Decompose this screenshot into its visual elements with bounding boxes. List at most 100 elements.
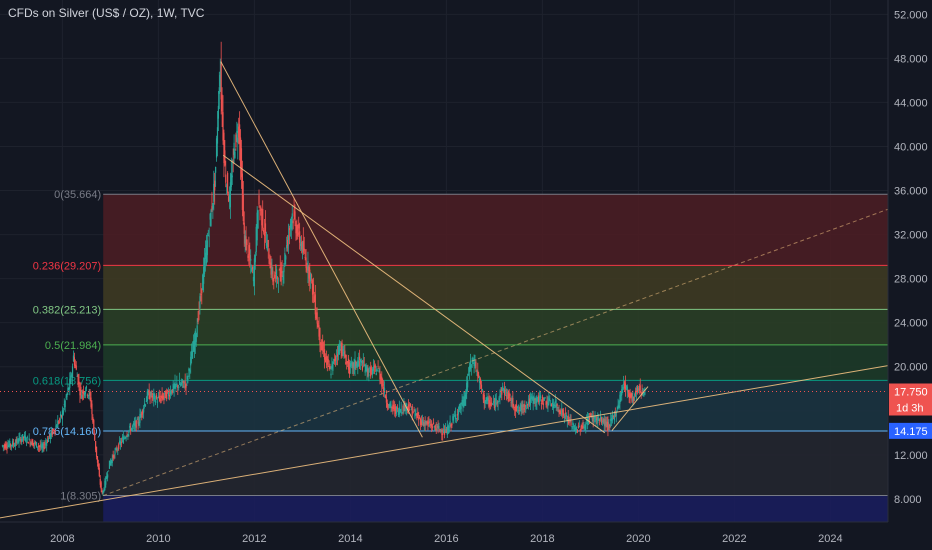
candle-body xyxy=(495,398,497,401)
fib-level-label: 1(8.305) xyxy=(60,491,101,503)
candle-body xyxy=(589,413,591,415)
candle-body xyxy=(95,441,97,450)
candle-body xyxy=(28,438,30,440)
candle-body xyxy=(232,160,234,163)
candle-body xyxy=(350,363,352,365)
candle-body xyxy=(131,428,133,431)
candle-body xyxy=(580,426,582,430)
y-tick-label: 8.000 xyxy=(894,494,922,506)
candle-body xyxy=(165,390,167,399)
candle-body xyxy=(599,416,602,420)
candle-body xyxy=(551,404,553,407)
candle-body xyxy=(317,323,319,328)
candle-body xyxy=(246,239,248,245)
candle-body xyxy=(180,382,183,385)
candle-body xyxy=(134,421,136,427)
candle-body xyxy=(499,394,501,398)
candle-body xyxy=(319,327,321,346)
candle-body xyxy=(473,363,475,367)
candle-body xyxy=(444,429,447,433)
candle-body xyxy=(55,425,57,428)
candle-body xyxy=(342,349,344,351)
candle-body xyxy=(553,404,555,407)
candle-body xyxy=(481,389,483,391)
candle-body xyxy=(531,397,533,399)
candle-body xyxy=(635,388,638,393)
candle-body xyxy=(41,446,43,448)
x-tick-label: 2016 xyxy=(434,533,458,545)
candle-body xyxy=(205,245,207,264)
candle-body xyxy=(619,394,621,404)
candle-body xyxy=(73,357,75,366)
candle-body xyxy=(464,394,466,406)
candle-body xyxy=(636,386,639,393)
candle-body xyxy=(162,395,164,399)
candle-body xyxy=(620,391,622,396)
candle-body xyxy=(537,400,539,402)
candle-body xyxy=(345,361,347,365)
trendline-recent-support xyxy=(611,386,649,431)
candle-body xyxy=(392,404,394,410)
candle-body xyxy=(585,423,587,430)
candle-body xyxy=(323,350,325,353)
candle-body xyxy=(197,318,199,323)
candle-body xyxy=(418,417,420,420)
candle-body xyxy=(235,134,237,148)
candle-body xyxy=(167,391,170,396)
candle-body xyxy=(425,421,427,425)
candle-body xyxy=(571,426,573,428)
candle-body xyxy=(478,374,480,378)
candle-body xyxy=(465,393,467,399)
candle-body xyxy=(233,142,235,155)
candle-body xyxy=(577,425,579,429)
candle-body xyxy=(9,441,11,448)
candle-body xyxy=(383,388,386,394)
candle-body xyxy=(456,413,459,416)
candle-body xyxy=(335,356,337,360)
candle-body xyxy=(322,342,324,351)
candle-body xyxy=(411,405,413,416)
candle-body xyxy=(439,429,441,432)
candle-body xyxy=(212,203,214,209)
y-tick-label: 28.000 xyxy=(894,274,928,286)
candle-body xyxy=(94,434,96,441)
candle-body xyxy=(325,356,327,361)
candle-body xyxy=(200,294,202,295)
candle-body xyxy=(74,364,76,367)
candle-body xyxy=(610,418,612,421)
candle-body xyxy=(146,391,148,402)
candle-body xyxy=(240,148,243,178)
candle-body xyxy=(131,425,134,427)
candle-body xyxy=(520,404,522,413)
candle-body xyxy=(217,105,219,119)
candle-body xyxy=(544,397,546,399)
candle-body xyxy=(370,367,372,377)
candle-body xyxy=(330,373,332,376)
candle-body xyxy=(346,361,348,362)
candle-body xyxy=(597,418,599,424)
candle-body xyxy=(35,442,38,448)
candle-body xyxy=(62,410,64,415)
candle-body xyxy=(188,368,190,371)
candle-body xyxy=(265,242,267,246)
candle-body xyxy=(198,309,200,311)
candle-body xyxy=(378,369,380,373)
candle-body xyxy=(190,356,192,366)
candle-body xyxy=(467,381,469,388)
candle-body xyxy=(618,405,620,408)
y-tick-label: 32.000 xyxy=(894,230,928,242)
candle-body xyxy=(359,356,361,361)
candle-body xyxy=(507,392,509,401)
candle-body xyxy=(78,381,80,384)
candle-body xyxy=(280,267,282,282)
candle-body xyxy=(598,418,600,420)
candle-body xyxy=(34,442,36,444)
candle-body xyxy=(71,374,73,376)
countdown-badge xyxy=(889,399,932,416)
candle-body xyxy=(203,267,205,284)
fib-band xyxy=(103,495,888,522)
candle-body xyxy=(429,424,431,426)
candle-body xyxy=(422,422,424,426)
